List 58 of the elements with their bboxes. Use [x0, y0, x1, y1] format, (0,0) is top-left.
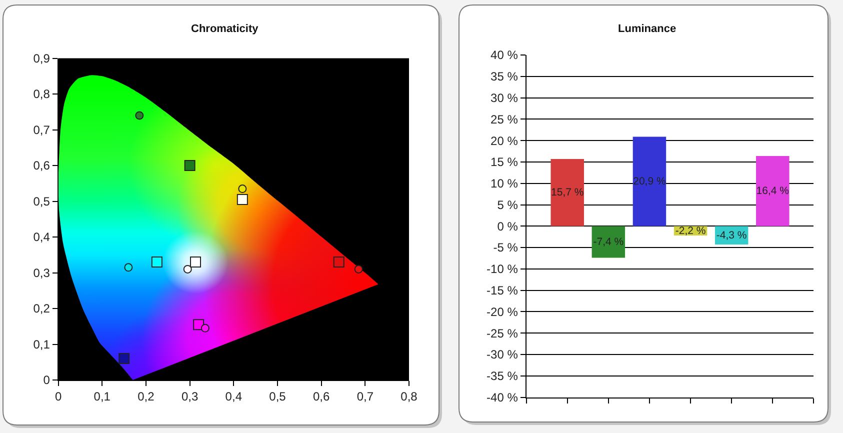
y-tick-label: 0,9 [33, 52, 50, 66]
point [135, 111, 144, 120]
data-label: -4,3 % [716, 229, 747, 242]
y-tick-label: 10 % [490, 176, 518, 191]
y-tick-label: -15 % [486, 284, 518, 298]
x-tick-label: 0,5 [269, 389, 286, 404]
y-tick-label: 0,4 [33, 230, 50, 244]
y-tick-label: 40 % [490, 48, 518, 62]
y-tick-label: -40 % [486, 390, 518, 404]
y-tick-label: -25 % [486, 326, 518, 340]
y-tick-label: -30 % [486, 348, 518, 362]
y-tick-label: -35 % [486, 369, 518, 384]
chart-title: Chromaticity [191, 23, 260, 35]
x-tick-label: 0,4 [225, 389, 242, 404]
x-tick-label: 0,7 [356, 389, 374, 404]
y-tick-label: 0,5 [33, 194, 50, 208]
point [124, 263, 133, 272]
x-tick-label: 0,8 [400, 389, 418, 404]
data-label: 15,7 % [551, 186, 584, 199]
y-tick-label: 0,1 [33, 337, 50, 352]
bar [632, 136, 666, 226]
point [333, 256, 344, 268]
point [238, 184, 247, 194]
x-tick-label: 0,2 [138, 389, 155, 404]
data-label: -2,2 % [675, 224, 706, 237]
y-tick-label: 25 % [490, 112, 518, 126]
y-tick-label: 0,8 [33, 87, 50, 102]
y-tick-label: 0 % [497, 219, 518, 234]
y-tick-label: 0 [43, 373, 50, 388]
point [184, 160, 196, 172]
data-label: -7,4 % [593, 236, 624, 248]
bar [550, 158, 584, 226]
point [236, 194, 248, 205]
bar [756, 156, 790, 226]
x-tick-label: 0,3 [181, 389, 198, 404]
y-tick-label: 30 % [490, 90, 518, 105]
data-label: 20,9 % [633, 175, 666, 188]
x-tick-label: 0,1 [94, 389, 111, 404]
y-tick-label: 20 % [490, 134, 518, 148]
point [118, 353, 130, 364]
point [354, 264, 363, 274]
bar [592, 226, 626, 258]
y-tick-label: 0,7 [33, 122, 50, 137]
y-tick-label: -10 % [486, 262, 518, 276]
data-label: 16,4 % [756, 185, 789, 198]
y-tick-label: -5 % [493, 240, 518, 255]
point [151, 256, 162, 268]
y-tick-label: -20 % [486, 304, 518, 319]
x-tick-label: 0 [54, 389, 62, 404]
y-tick-label: 15 % [490, 155, 518, 170]
point [200, 324, 210, 332]
y-tick-label: 0,2 [33, 302, 50, 316]
x-tick-label: 0,6 [312, 389, 330, 404]
chart-title: Luminance [618, 23, 676, 35]
y-tick-label: 5 % [497, 198, 518, 212]
y-tick-label: 35 % [490, 70, 518, 84]
y-tick-label: 0,3 [33, 266, 50, 280]
y-tick-label: 0,6 [33, 158, 50, 173]
